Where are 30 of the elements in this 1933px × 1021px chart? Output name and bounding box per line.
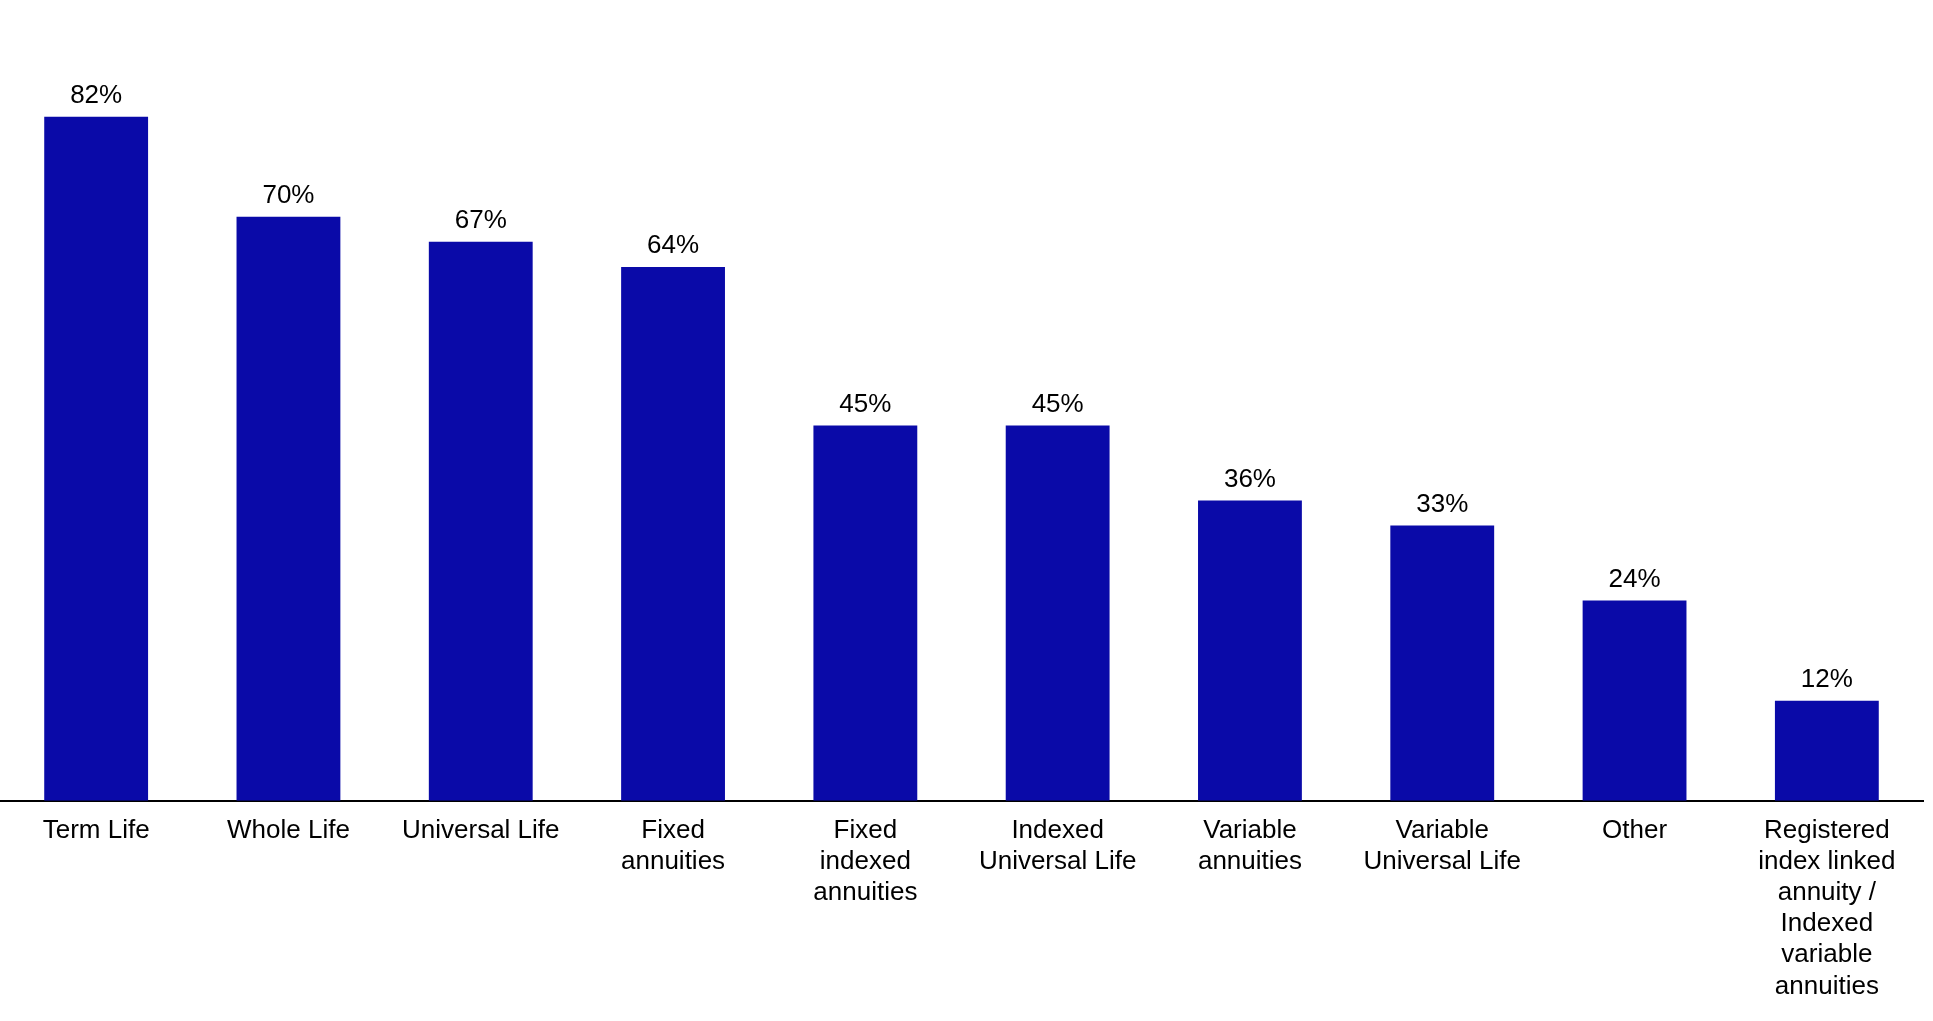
data-label: 64% [647,229,700,260]
bar [1005,425,1110,801]
x-tick-label: Term Life [42,813,150,844]
bar [1390,525,1495,801]
data-label: 24% [1608,562,1661,593]
bar [621,266,725,801]
data-label: 45% [839,387,892,418]
x-tick-label: Universal Life [401,813,560,844]
data-label: 12% [1800,662,1853,693]
bar [236,216,341,801]
x-tick-label: Fixed annuities [621,813,726,875]
bar [1582,600,1687,801]
data-label: 33% [1416,487,1469,518]
x-tick-label: Other [1602,813,1668,844]
x-tick-label: Indexed Universal Life [978,813,1137,875]
bar [813,425,918,801]
bar [1774,700,1879,801]
x-tick-label: Variable Universal Life [1363,813,1522,875]
data-label: 36% [1223,462,1276,493]
data-label: 82% [70,78,123,109]
bar [1198,500,1302,801]
x-tick-label: Registered index linked annuity / Indexed variable annuities [1758,813,1896,1000]
data-label: 45% [1031,387,1084,418]
x-tick-label: Fixed indexed annuities [813,813,918,906]
x-tick-label: Variable annuities [1197,813,1302,875]
bar [44,116,149,801]
data-label: 67% [454,204,507,235]
x-tick-label: Whole Life [227,813,350,844]
bar [428,241,533,801]
data-label: 70% [262,179,315,210]
